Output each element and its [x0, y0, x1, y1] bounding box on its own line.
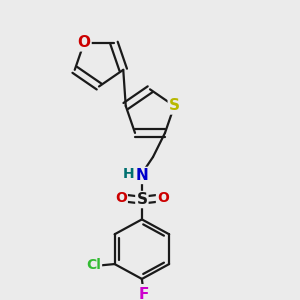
Text: Cl: Cl: [86, 259, 101, 272]
Text: F: F: [138, 287, 148, 300]
Text: S: S: [169, 98, 180, 113]
Text: O: O: [157, 191, 169, 205]
Text: H: H: [123, 167, 135, 181]
Text: O: O: [115, 191, 127, 205]
Text: N: N: [136, 168, 148, 183]
Text: O: O: [77, 35, 91, 50]
Text: S: S: [136, 192, 147, 207]
